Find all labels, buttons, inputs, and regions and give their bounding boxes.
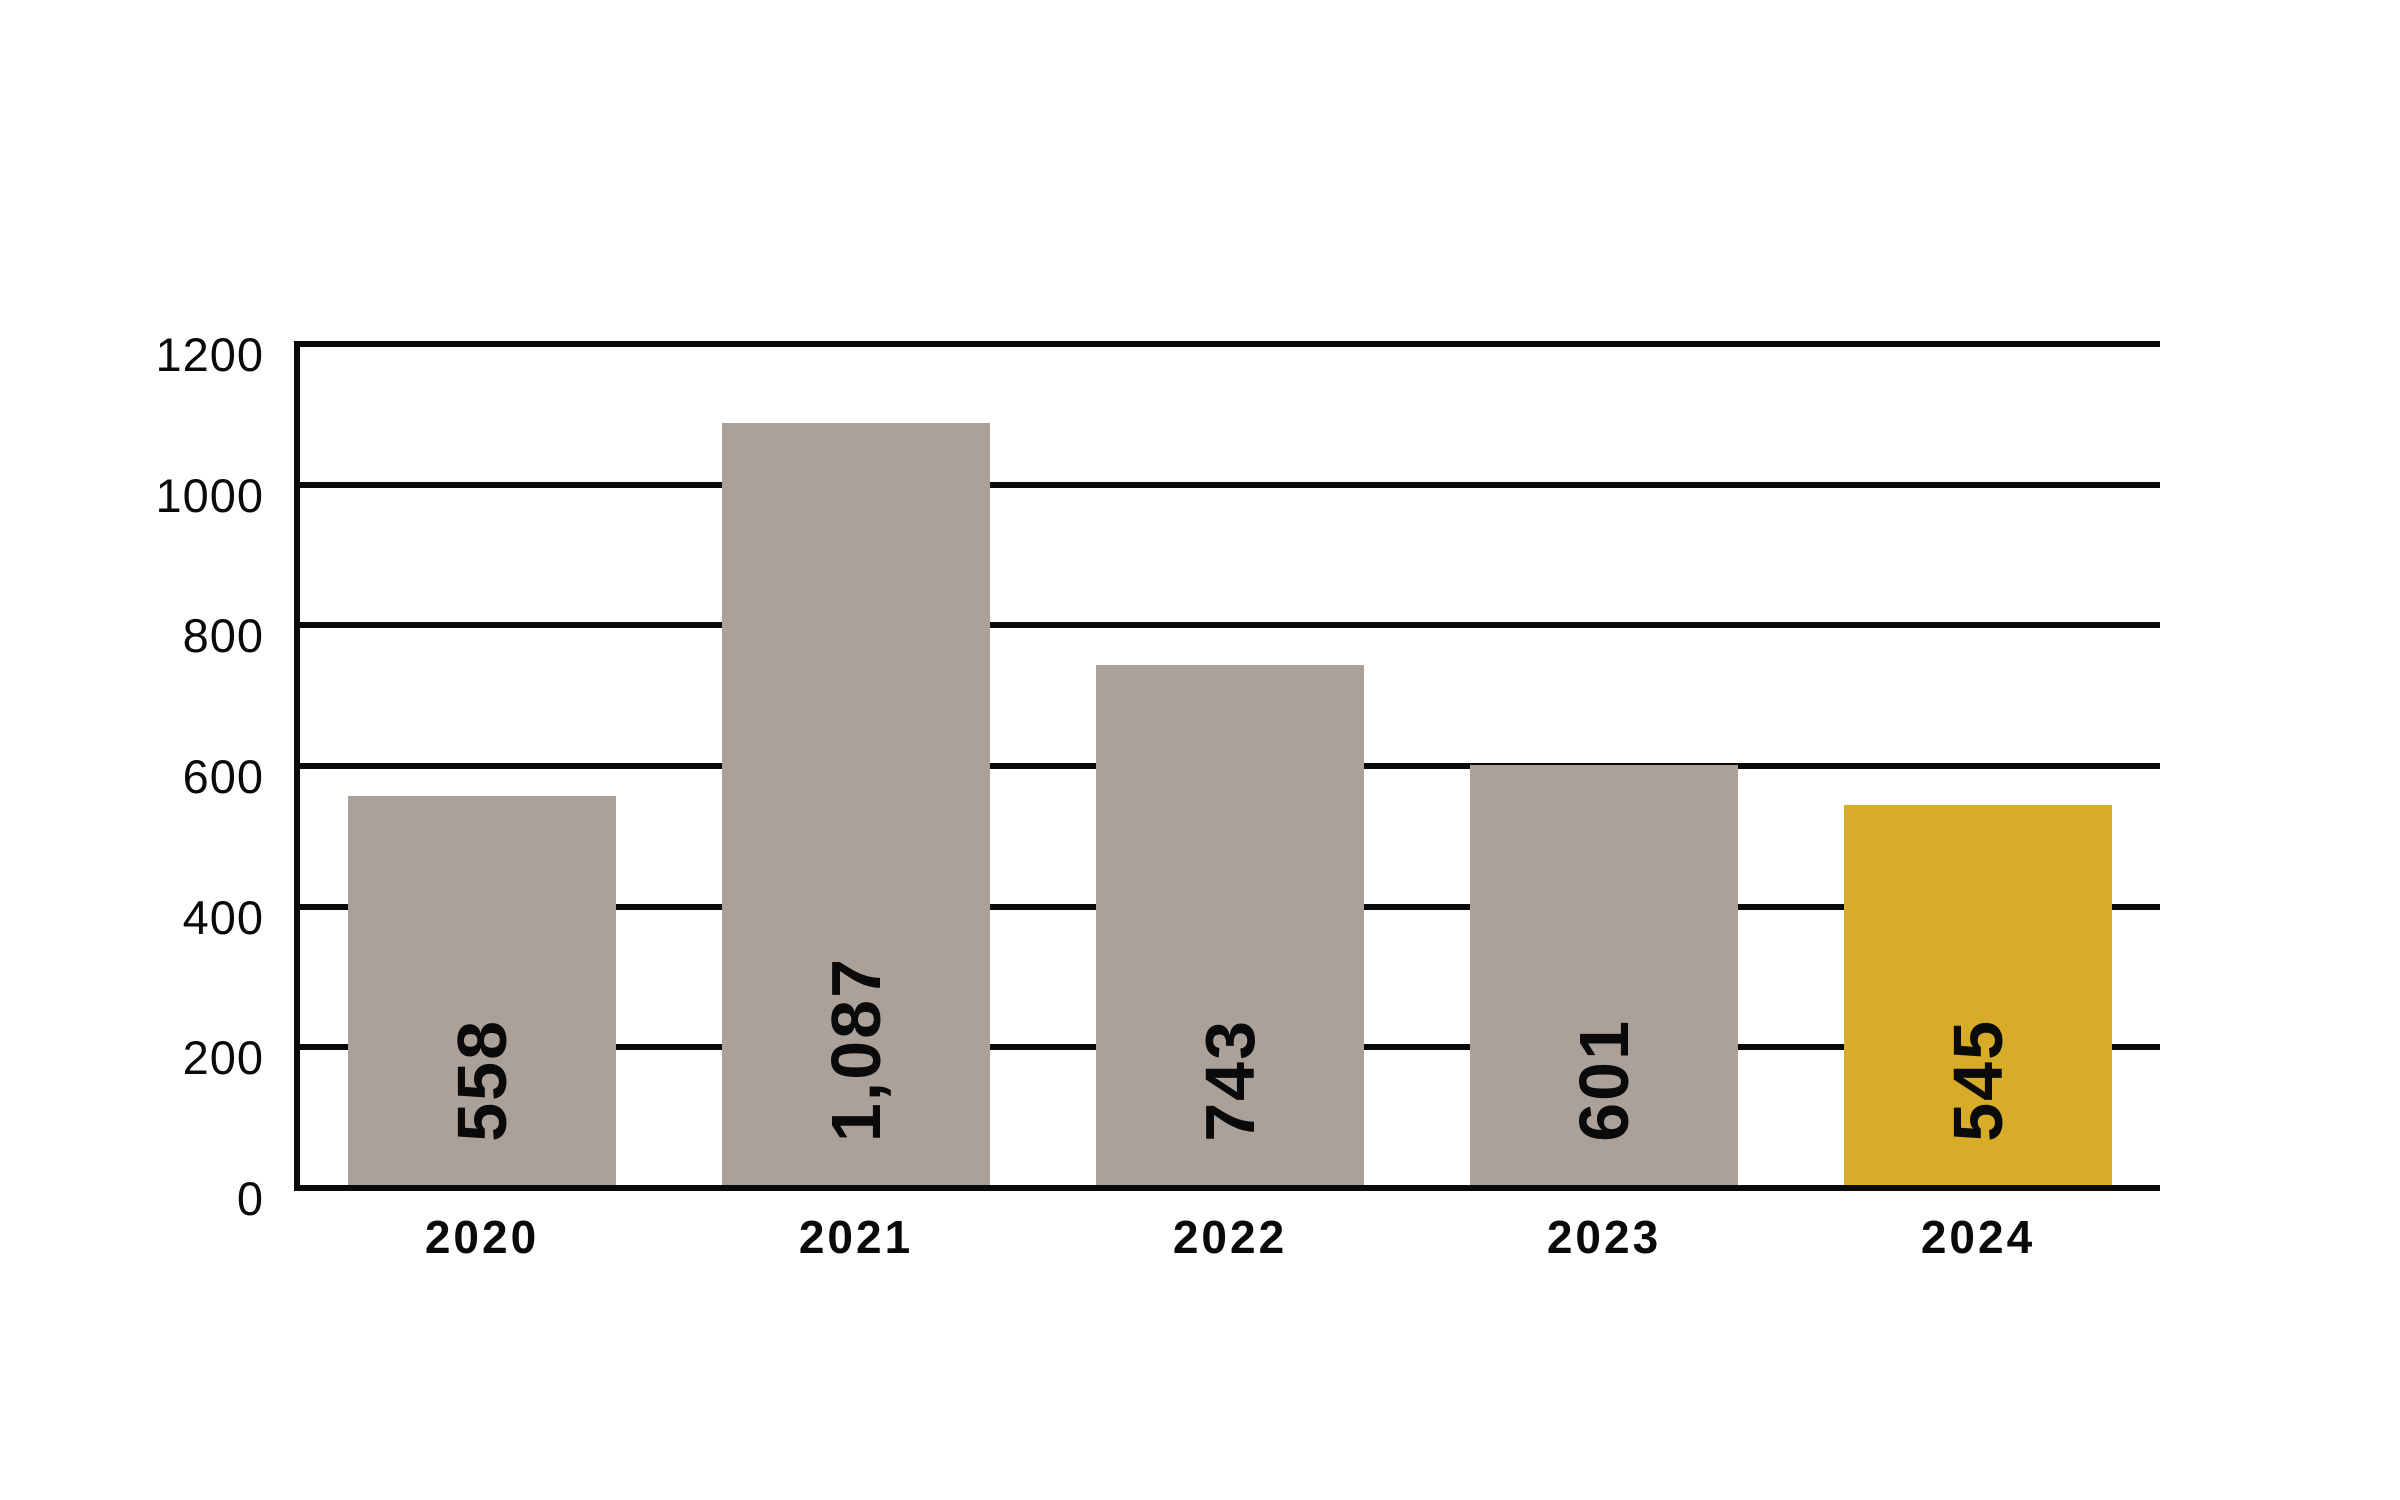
bar-2024: 545 [1844, 804, 2112, 1188]
bar-2022: 743 [1096, 665, 1364, 1188]
x-tick-label-2021: 2021 [798, 1211, 914, 1263]
y-tick-label: 1200 [155, 328, 264, 381]
gridline-1200 [297, 341, 2160, 347]
y-tick-label: 200 [182, 1031, 264, 1085]
bar-value-label: 545 [1939, 1019, 2017, 1142]
gridline-0 [297, 1185, 2160, 1191]
x-tick-label-2023: 2023 [1546, 1211, 1662, 1263]
y-tick-label: 600 [182, 750, 264, 803]
x-tick-label-2022: 2022 [1172, 1211, 1288, 1263]
bar-value-label: 558 [443, 1019, 521, 1142]
y-tick-label: 1000 [155, 468, 264, 522]
gridline-1000 [297, 481, 2160, 488]
bar-2020: 558 [348, 795, 616, 1188]
x-tick-label-2024: 2024 [1920, 1211, 2036, 1263]
bar-2021: 1,087 [722, 423, 990, 1188]
y-tick-label: 400 [182, 890, 264, 944]
y-tick-label: 0 [236, 1172, 264, 1225]
x-tick-label-2020: 2020 [424, 1211, 540, 1263]
y-tick-label: 800 [182, 609, 264, 663]
bar-value-label: 601 [1565, 1019, 1643, 1142]
bar-value-label: 1,087 [817, 956, 895, 1142]
bar-2023: 601 [1470, 765, 1738, 1188]
plot-area: 558 1,087 743 601 545 [297, 341, 2160, 1191]
bar-value-label: 743 [1191, 1019, 1269, 1142]
gridline-800 [297, 622, 2160, 629]
y-axis-line [294, 341, 300, 1191]
